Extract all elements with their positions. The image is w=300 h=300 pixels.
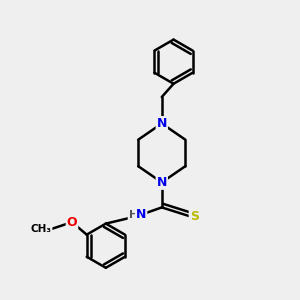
Text: O: O [67,216,77,229]
Text: H: H [129,210,138,220]
Text: N: N [136,208,146,221]
Text: N: N [157,176,167,189]
Text: CH₃: CH₃ [31,224,52,235]
Text: N: N [157,117,167,130]
Text: S: S [190,210,199,223]
